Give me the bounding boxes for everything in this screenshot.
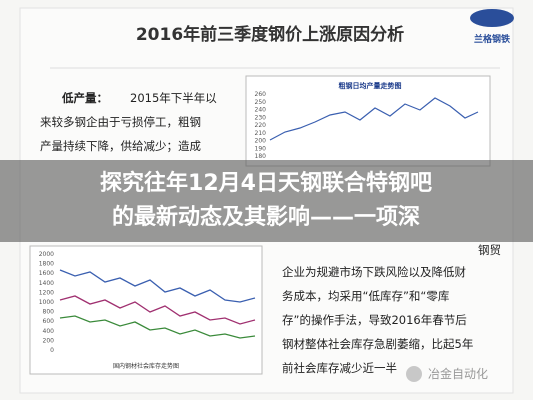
chart-title: 国内钢材社会库存走势图	[113, 362, 179, 370]
y-tick-label: 0	[50, 347, 54, 354]
chart-line	[59, 269, 256, 303]
y-tick-label: 600	[43, 318, 55, 325]
y-tick-label: 200	[43, 337, 55, 344]
banner-line: 的最新动态及其影响——一项深	[112, 204, 420, 230]
y-tick-label: 250	[255, 99, 267, 106]
text-line: 2015年下半年以	[130, 91, 217, 105]
banner-line: 探究往年12月4日天钢联合特钢吧	[100, 170, 432, 196]
y-tick-label: 2000	[39, 251, 54, 258]
y-tick-label: 260	[255, 91, 267, 98]
y-tick-label: 220	[255, 122, 267, 129]
watermark-icon	[406, 366, 422, 382]
y-tick-label: 210	[255, 130, 267, 137]
y-tick-label: 800	[43, 309, 55, 316]
y-tick-label: 1200	[39, 289, 54, 296]
y-tick-label: 230	[255, 114, 267, 121]
y-tick-label: 1000	[39, 299, 54, 306]
y-tick-label: 1400	[39, 280, 54, 287]
title: 2016年前三季度钢价上涨原因分析	[136, 24, 404, 45]
label: 低产量：	[61, 91, 108, 105]
y-tick-label: 1600	[39, 270, 54, 277]
chart-line	[269, 97, 479, 141]
chart-title: 粗钢日均产量走势图	[339, 81, 402, 90]
text-line: 钢贸	[478, 243, 501, 257]
text-line: 企业为规避市场下跌风险以及降低财	[282, 265, 466, 279]
y-tick-label: 190	[255, 145, 267, 152]
y-tick-label: 1800	[39, 261, 54, 268]
y-tick-label: 240	[255, 107, 267, 114]
logo-text: 兰格钢铁	[474, 33, 510, 45]
chart-line	[59, 315, 256, 339]
text-line: 产量持续下降，供给减少；造成	[40, 139, 201, 153]
text-line: 前社会库存减少近一半	[282, 361, 397, 375]
banner	[0, 160, 533, 242]
chart-line	[59, 295, 256, 325]
y-tick-label: 200	[255, 138, 267, 145]
text-line: 来较多钢企由于亏损停工，粗钢	[40, 115, 201, 129]
text-line: 务成本，均采用“低库存”和“零库	[282, 289, 449, 303]
y-tick-label: 400	[43, 328, 55, 335]
text-line: 钢材整体社会库存急剧萎缩，比起5年	[282, 337, 473, 351]
text-line: 存”的操作手法，导致2016年春节后	[282, 313, 467, 327]
watermark: 冶金自动化	[428, 366, 488, 381]
y-tick-label: 180	[255, 153, 267, 160]
logo-mark	[470, 9, 514, 27]
